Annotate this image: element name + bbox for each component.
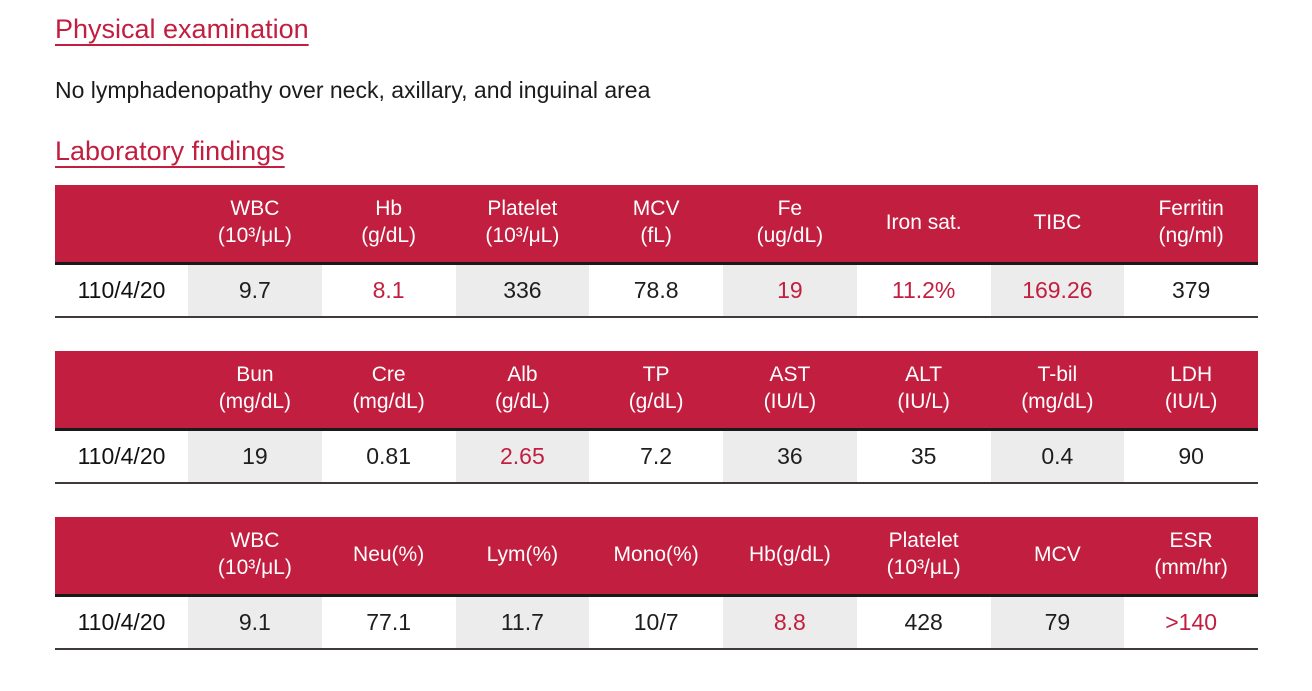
abnormal-value-cell: 169.26 <box>990 263 1125 318</box>
column-header: ESR (mm/hr) <box>1124 517 1258 597</box>
table-row: 110/4/20 9.1 77.1 11.7 10/7 8.8 428 79 >140 <box>55 595 1258 650</box>
column-header: TIBC <box>990 185 1125 265</box>
value-cell: 428 <box>856 595 991 650</box>
value-cell: 10/7 <box>589 595 723 650</box>
column-header: Platelet (10³/μL) <box>856 517 991 597</box>
column-header: Hb(g/dL) <box>723 517 857 597</box>
value-cell: 9.1 <box>188 595 322 650</box>
column-header: WBC (10³/μL) <box>188 185 322 265</box>
table-row: 110/4/20 9.7 8.1 336 78.8 19 11.2% 169.26 379 <box>55 263 1258 318</box>
column-header: Bun (mg/dL) <box>188 351 322 431</box>
biochemistry-table: Bun (mg/dL) Cre (mg/dL) Alb (g/dL) TP (g/dL… <box>55 351 1258 484</box>
abnormal-value-cell: 11.2% <box>856 263 991 318</box>
lab-tables-container: WBC (10³/μL) Hb (g/dL) Platelet (10³/μL) MC… <box>55 185 1258 650</box>
slide: Physical examination No lymphadenopathy … <box>55 14 1258 650</box>
date-column-header <box>55 351 188 431</box>
column-header: Ferritin (ng/ml) <box>1124 185 1258 265</box>
value-cell: 90 <box>1124 429 1258 484</box>
abnormal-value-cell: 2.65 <box>455 429 590 484</box>
header-row: WBC (10³/μL) Hb (g/dL) Platelet (10³/μL) MC… <box>55 185 1258 265</box>
column-header: MCV (fL) <box>589 185 723 265</box>
value-cell: 379 <box>1124 263 1258 318</box>
physical-examination-heading: Physical examination <box>55 14 309 44</box>
column-header: MCV <box>990 517 1125 597</box>
abnormal-value-cell: 8.8 <box>723 595 857 650</box>
column-header: Mono(%) <box>589 517 723 597</box>
column-header: Fe (ug/dL) <box>723 185 857 265</box>
iron-panel-table: WBC (10³/μL) Hb (g/dL) Platelet (10³/μL) MC… <box>55 185 1258 318</box>
column-header: AST (IU/L) <box>723 351 857 431</box>
value-cell: 36 <box>723 429 857 484</box>
column-header: Hb (g/dL) <box>321 185 456 265</box>
column-header: WBC (10³/μL) <box>188 517 322 597</box>
column-header: Neu(%) <box>321 517 456 597</box>
column-header: Iron sat. <box>856 185 991 265</box>
physical-examination-finding: No lymphadenopathy over neck, axillary, … <box>55 77 651 103</box>
value-cell: 11.7 <box>455 595 590 650</box>
date-cell: 110/4/20 <box>55 263 188 318</box>
column-header: Cre (mg/dL) <box>321 351 456 431</box>
header-row: WBC (10³/μL) Neu(%) Lym(%) Mono(%) Hb(g/dL) P… <box>55 517 1258 597</box>
value-cell: 77.1 <box>321 595 456 650</box>
date-cell: 110/4/20 <box>55 429 188 484</box>
header-row: Bun (mg/dL) Cre (mg/dL) Alb (g/dL) TP (g/dL… <box>55 351 1258 431</box>
abnormal-value-cell: 19 <box>723 263 857 318</box>
date-column-header <box>55 517 188 597</box>
date-column-header <box>55 185 188 265</box>
column-header: TP (g/dL) <box>589 351 723 431</box>
value-cell: 78.8 <box>589 263 723 318</box>
value-cell: 35 <box>856 429 991 484</box>
table-row: 110/4/20 19 0.81 2.65 7.2 36 35 0.4 90 <box>55 429 1258 484</box>
date-cell: 110/4/20 <box>55 595 188 650</box>
value-cell: 0.81 <box>321 429 456 484</box>
abnormal-value-cell: >140 <box>1124 595 1258 650</box>
value-cell: 19 <box>188 429 322 484</box>
value-cell: 0.4 <box>990 429 1125 484</box>
laboratory-findings-heading: Laboratory findings <box>55 136 285 166</box>
value-cell: 7.2 <box>589 429 723 484</box>
value-cell: 336 <box>455 263 590 318</box>
cbc-differential-table: WBC (10³/μL) Neu(%) Lym(%) Mono(%) Hb(g/dL) P… <box>55 517 1258 650</box>
column-header: Platelet (10³/μL) <box>455 185 590 265</box>
value-cell: 79 <box>990 595 1125 650</box>
abnormal-value-cell: 8.1 <box>321 263 456 318</box>
value-cell: 9.7 <box>188 263 322 318</box>
column-header: Lym(%) <box>455 517 590 597</box>
column-header: Alb (g/dL) <box>455 351 590 431</box>
column-header: ALT (IU/L) <box>856 351 991 431</box>
column-header: LDH (IU/L) <box>1124 351 1258 431</box>
column-header: T-bil (mg/dL) <box>990 351 1125 431</box>
